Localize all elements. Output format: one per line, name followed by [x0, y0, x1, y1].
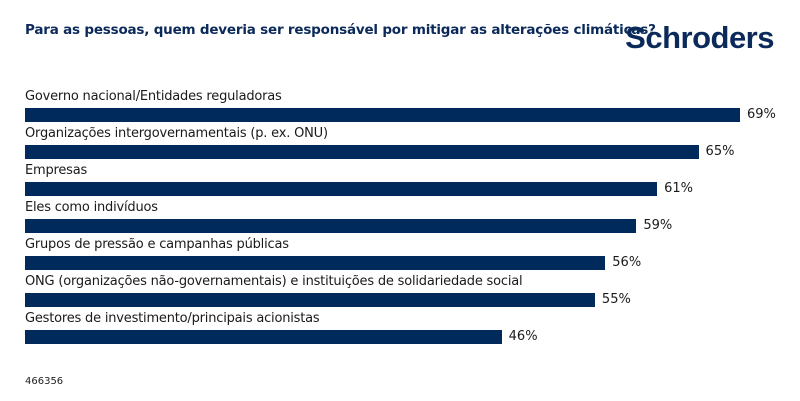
schroders-logo: Schroders	[625, 20, 774, 55]
bar	[25, 293, 595, 307]
category-label: Grupos de pressão e campanhas públicas	[25, 237, 289, 252]
category-label: Eles como indivíduos	[25, 200, 158, 215]
category-label: Governo nacional/Entidades reguladoras	[25, 89, 282, 104]
bar	[25, 145, 699, 159]
value-label: 56%	[612, 255, 642, 270]
value-label: 46%	[508, 329, 538, 344]
chart-title: Para as pessoas, quem deveria ser respon…	[25, 22, 656, 38]
bar	[25, 219, 637, 233]
value-label: 55%	[601, 292, 631, 307]
bar	[25, 330, 502, 344]
category-label: Empresas	[25, 163, 88, 178]
value-label: 69%	[747, 107, 776, 122]
value-label: 59%	[643, 218, 673, 233]
category-label: Gestores de investimento/principais acio…	[25, 311, 320, 326]
value-label: 65%	[705, 144, 735, 159]
bar	[25, 108, 740, 122]
bar	[25, 182, 658, 196]
bar	[25, 256, 606, 270]
value-label: 61%	[664, 181, 693, 196]
category-label: Organizações intergovernamentais (p. ex.…	[25, 126, 328, 141]
footer-code: 466356	[25, 376, 64, 387]
category-label: ONG (organizações não-governamentais) e …	[25, 274, 523, 289]
